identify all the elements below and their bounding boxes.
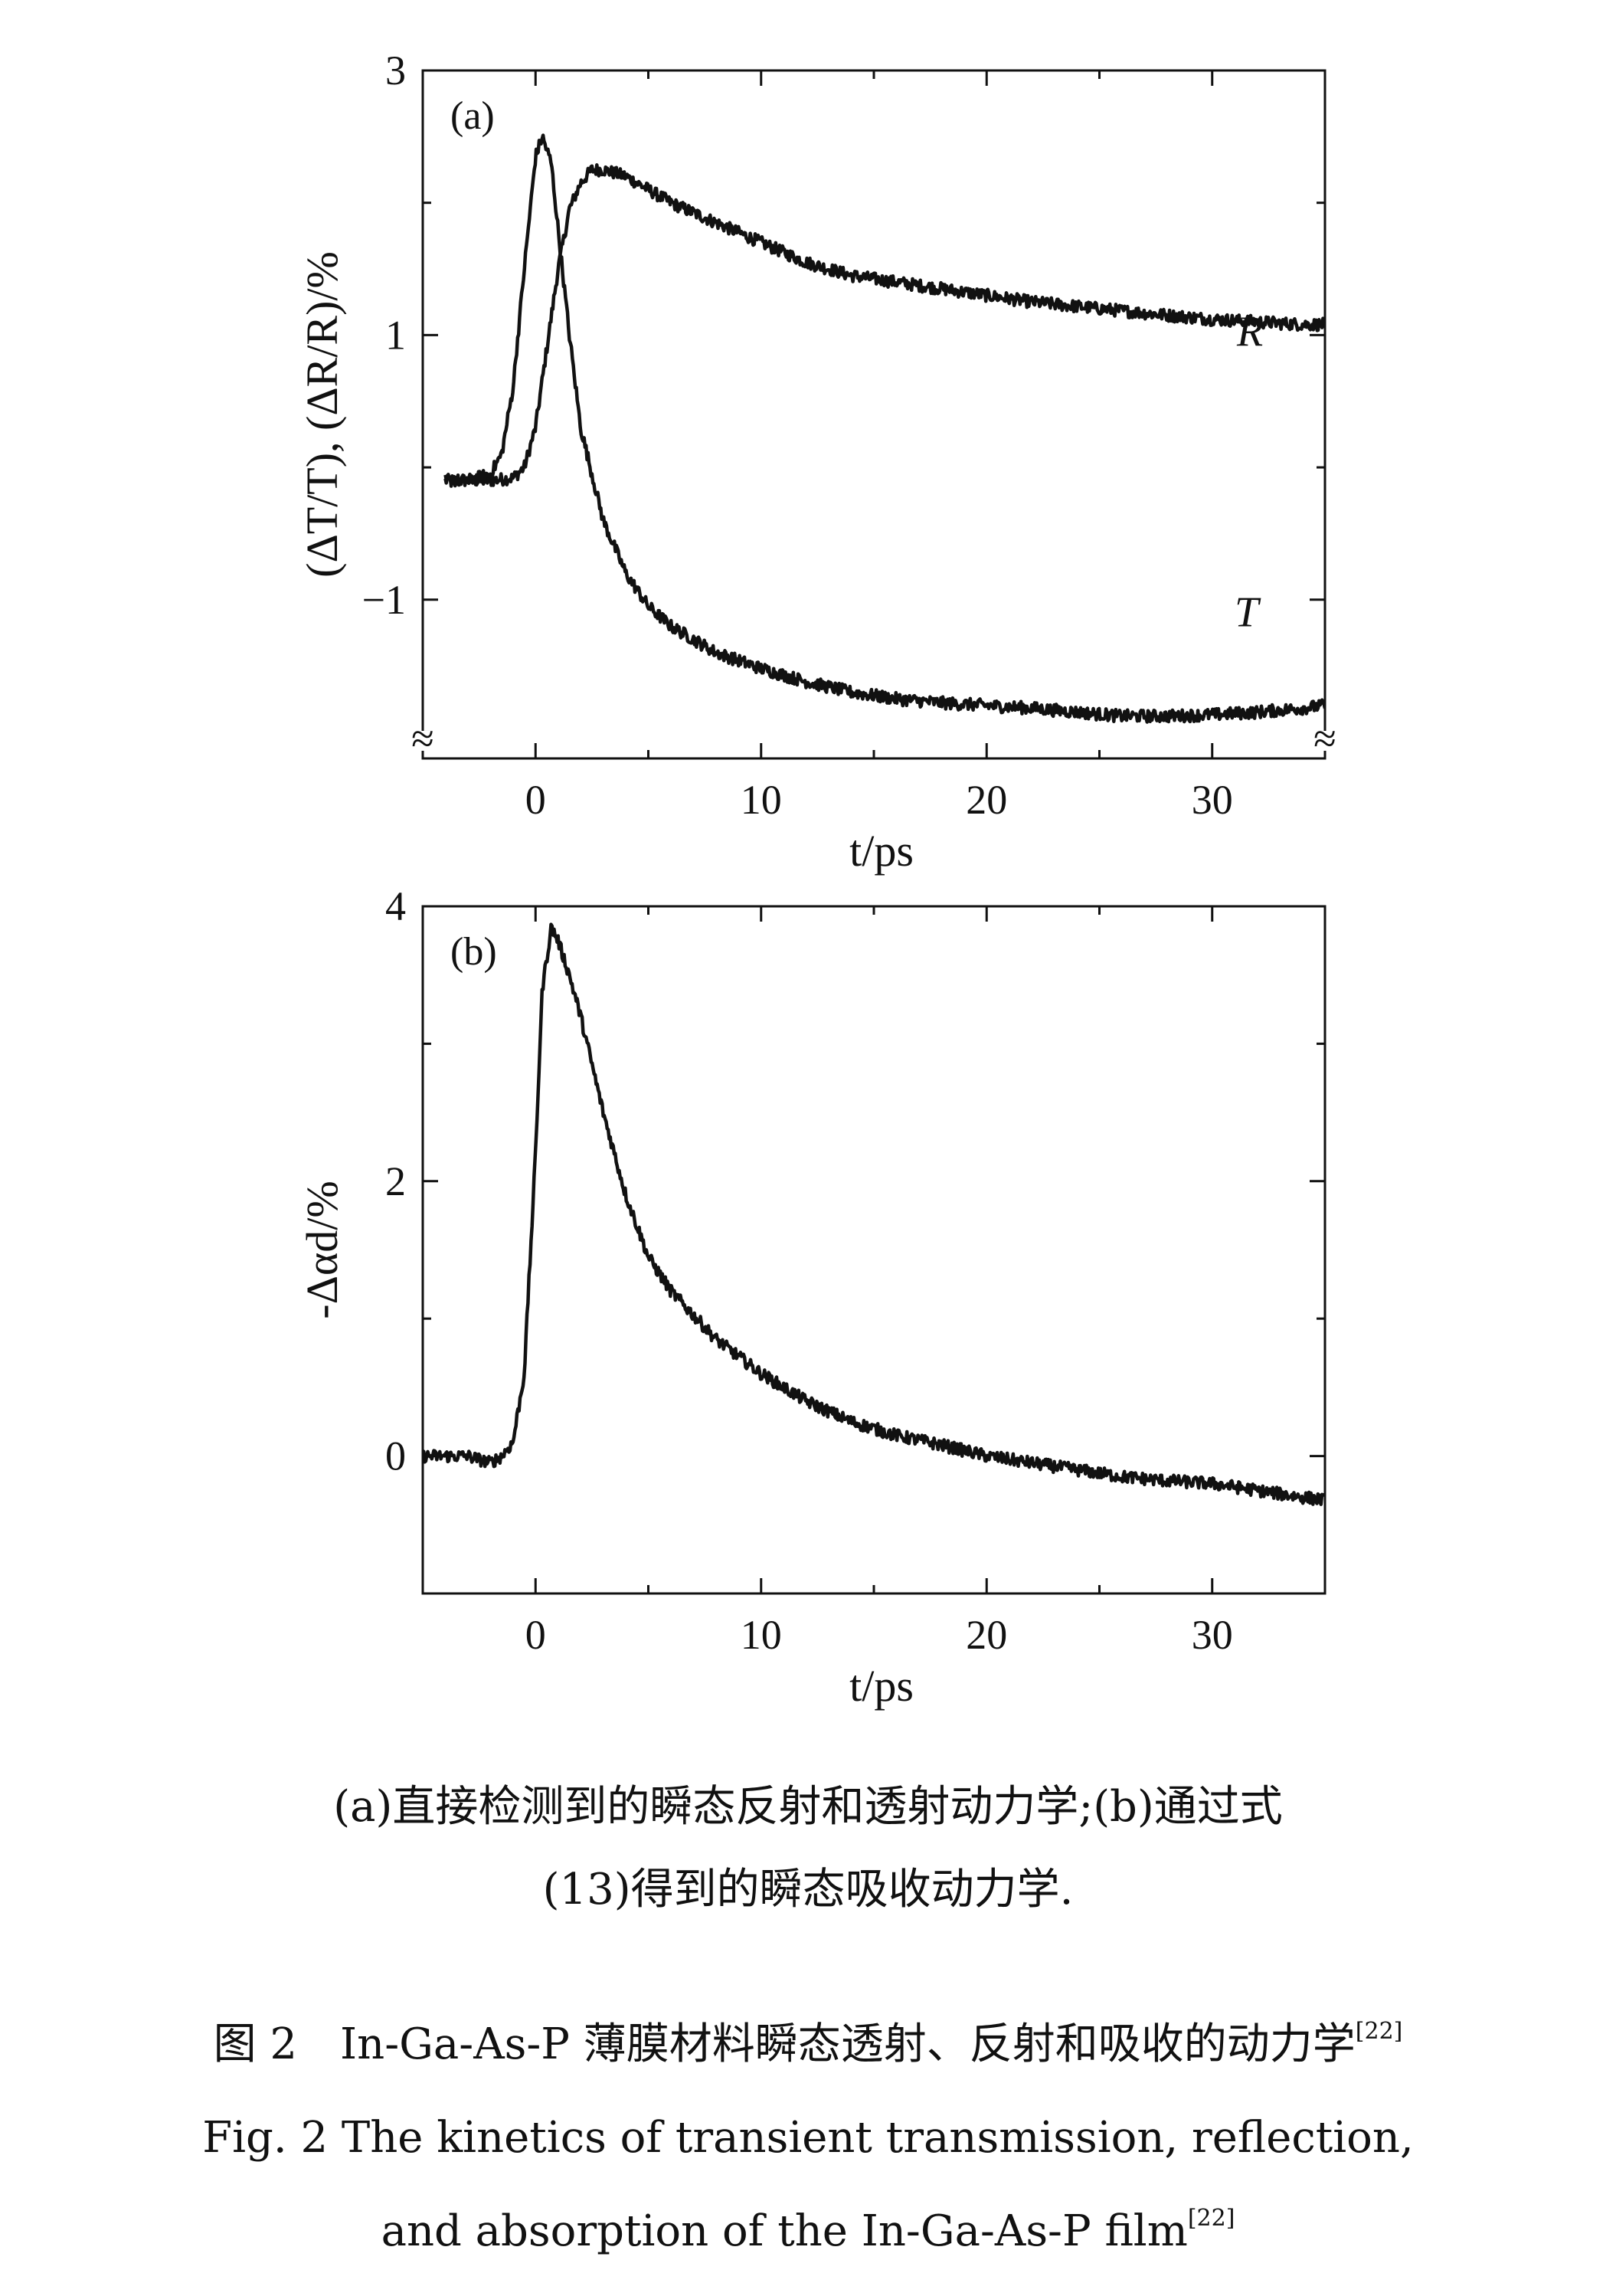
caption-english-line-1: Fig. 2 The kinetics of transient transmi… [202,2113,1414,2163]
caption-chinese-ref: [22] [1355,2018,1403,2045]
panel-label: (b) [450,930,497,974]
y-tick-label: 2 [385,1158,406,1204]
y-axis-title: -Δαd/% [297,1181,347,1318]
panel-label: (a) [450,94,495,138]
caption-chinese: 图 2 In-Ga-As-P 薄膜材料瞬态透射、反射和吸收的动力学[22] [0,1998,1616,2091]
x-axis-title: t/ps [849,1661,914,1711]
x-tick-label: 0 [525,1612,546,1658]
x-tick-label: 20 [966,1612,1007,1658]
y-axis-title: (ΔT/T), (ΔR/R)/% [297,251,347,578]
y-tick-label: 0 [385,1433,406,1479]
caption-chinese-text: 图 2 In-Ga-As-P 薄膜材料瞬态透射、反射和吸收的动力学 [213,2019,1356,2069]
x-tick-label: 10 [741,777,782,823]
x-axis-title: t/ps [849,826,914,876]
figure-caption: 图 2 In-Ga-As-P 薄膜材料瞬态透射、反射和吸收的动力学[22] Fi… [0,1998,1616,2278]
x-tick-label: 20 [966,777,1007,823]
axis-break-gap [1314,731,1336,751]
plot-frame [421,905,1326,1595]
x-tick-label: 30 [1192,777,1233,823]
sub-caption-line-2: (13)得到的瞬态吸收动力学. [542,1865,1074,1914]
x-tick-label: 0 [525,777,546,823]
y-tick-label: 3 [385,47,406,93]
chart-panel-a: 0 10 20 30 3 1 −1 ≈ ≈ t/ps (ΔT/T), (ΔR/R)/% (a) R T [297,47,1336,876]
caption-english-text: and absorption of the In-Ga-As-P film [381,2206,1188,2256]
axis-break-left: ≈ [411,716,434,762]
x-tick-label: 10 [741,1612,782,1658]
series-line-absorption [423,922,1325,1506]
axis-break-gap [412,731,433,751]
plot-frame [421,69,1326,760]
caption-english-ref: [22] [1187,2205,1235,2232]
sub-caption: (a)直接检测到的瞬态反射和透射动力学;(b)通过式 (13)得到的瞬态吸收动力… [0,1766,1616,1931]
series-line-T [443,133,1325,724]
axis-break-right: ≈ [1313,716,1336,762]
series-label-T: T [1235,588,1261,636]
y-tick-label: 4 [385,883,406,929]
series-line-R [443,163,1325,487]
y-tick-label: 1 [385,312,406,358]
sub-caption-line-1: (a)直接检测到的瞬态反射和透射动力学;(b)通过式 [333,1782,1283,1832]
x-tick-label: 30 [1192,1612,1233,1658]
caption-english-line-2: and absorption of the In-Ga-As-P film[22… [0,2185,1616,2278]
series-label-R: R [1236,308,1263,355]
y-tick-label: −1 [362,577,406,623]
